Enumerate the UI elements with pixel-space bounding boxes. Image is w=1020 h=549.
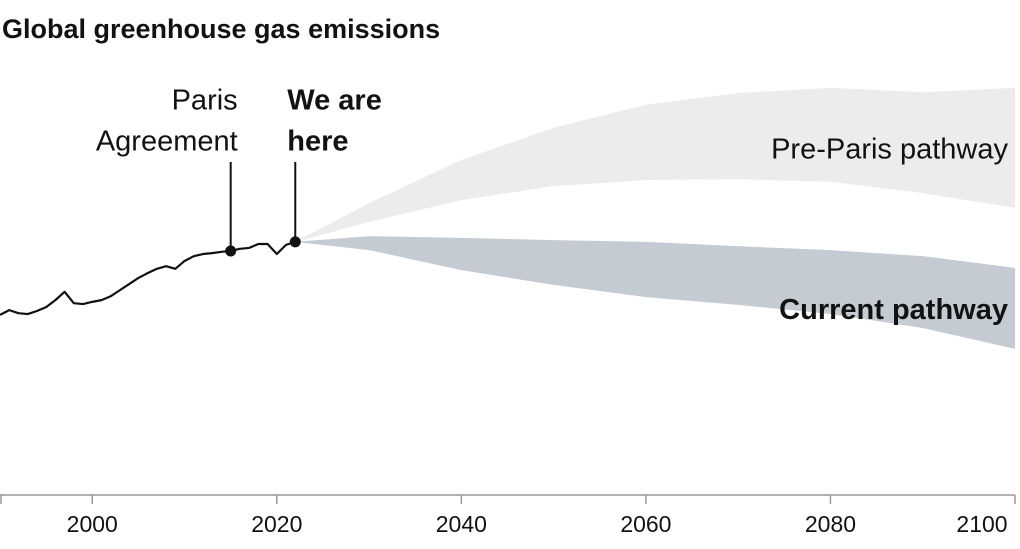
- x-tick-label: 2040: [436, 511, 487, 537]
- band-label: Pre-Paris pathway: [771, 134, 1008, 166]
- history-line: [0, 240, 296, 316]
- annotation-dot: [225, 245, 237, 257]
- annotation-text: Paris: [172, 85, 238, 117]
- annotation-text: We are: [287, 85, 382, 117]
- x-tick-label: 2100: [956, 511, 1007, 537]
- annotation-text: Agreement: [96, 126, 238, 158]
- band-label: Current pathway: [779, 294, 1008, 326]
- pathway-band: [295, 236, 1016, 349]
- chart-title: Global greenhouse gas emissions: [2, 14, 440, 44]
- x-tick-label: 2000: [67, 511, 118, 537]
- x-tick-label: 2020: [251, 511, 302, 537]
- x-tick-label: 2080: [805, 511, 856, 537]
- pathway-band: [295, 87, 1016, 242]
- x-tick-label: 2060: [620, 511, 671, 537]
- annotation-text: here: [287, 126, 348, 158]
- annotation-dot: [289, 236, 301, 248]
